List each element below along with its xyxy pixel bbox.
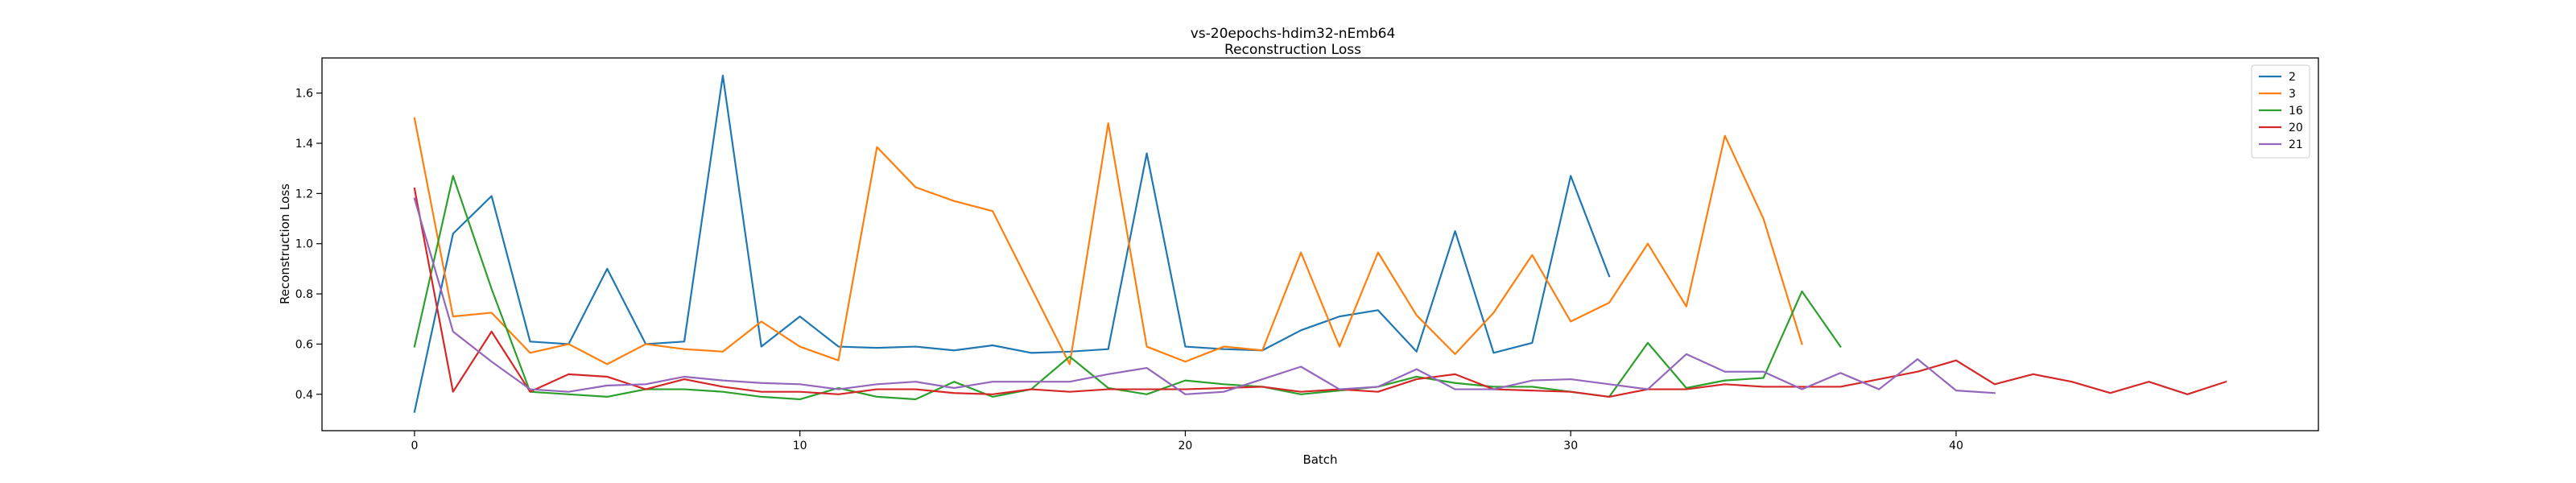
y-axis-label: Reconstruction Loss <box>278 184 292 304</box>
y-tick-label: 0.8 <box>295 288 313 301</box>
x-tick-label: 30 <box>1563 440 1578 452</box>
y-tick-label: 1.6 <box>295 88 313 101</box>
x-axis-label: Batch <box>1302 452 1337 467</box>
legend-label-16: 16 <box>2289 105 2303 118</box>
y-axis: 0.4 0.6 0.8 1.0 1.2 1.4 1.6 <box>295 88 322 402</box>
series-layer <box>413 74 2227 413</box>
chart-title: vs-20epochs-hdim32-nEmb64 <box>1191 26 1396 42</box>
x-tick-label: 0 <box>411 440 418 452</box>
chart-subtitle: Reconstruction Loss <box>1224 42 1361 58</box>
legend-label-20: 20 <box>2289 122 2303 134</box>
legend-label-21: 21 <box>2289 138 2303 151</box>
legend-box <box>2251 64 2310 159</box>
legend: 2 3 16 20 21 <box>2251 64 2310 159</box>
y-tick-label: 0.6 <box>295 338 313 351</box>
legend-label-3: 3 <box>2289 88 2296 101</box>
legend-label-2: 2 <box>2289 71 2296 84</box>
x-axis: 0 10 20 30 40 <box>411 431 1963 452</box>
plot-area-frame <box>321 57 2319 431</box>
series-line-21 <box>413 197 1996 395</box>
y-tick-label: 0.4 <box>295 389 313 402</box>
x-tick-label: 10 <box>793 440 807 452</box>
y-tick-label: 1.4 <box>295 138 313 151</box>
y-tick-label: 1.0 <box>295 238 313 251</box>
x-tick-label: 40 <box>1949 440 1963 452</box>
series-line-2 <box>413 74 1611 413</box>
series-line-3 <box>413 117 1803 365</box>
x-tick-label: 20 <box>1179 440 1193 452</box>
series-line-20 <box>413 187 2227 398</box>
y-tick-label: 1.2 <box>295 188 313 200</box>
series-line-16 <box>413 175 1842 401</box>
